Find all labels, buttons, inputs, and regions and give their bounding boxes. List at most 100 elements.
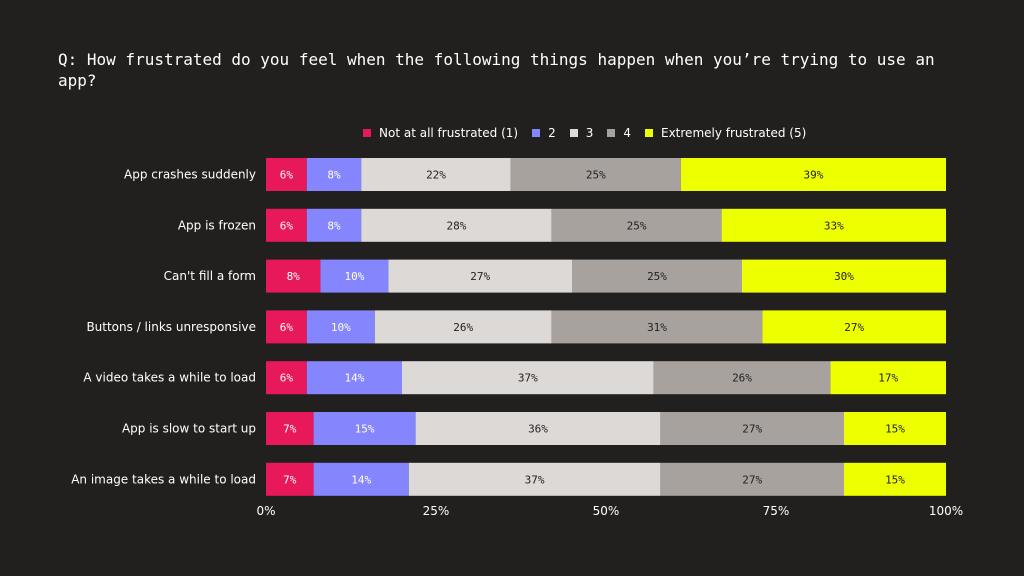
data-label: 37% — [518, 372, 538, 385]
bar-segment — [721, 208, 946, 242]
legend-label: Not at all frustrated (1) — [379, 126, 519, 140]
bar-segment — [313, 412, 416, 445]
data-label: 27% — [844, 321, 864, 334]
category-label: App crashes suddenly — [124, 168, 256, 182]
bar-segment — [388, 259, 572, 293]
legend-swatch — [645, 129, 653, 137]
bar-segment — [266, 462, 314, 496]
data-label: 7% — [283, 473, 297, 486]
legend-swatch — [569, 129, 578, 137]
data-label: 8% — [287, 270, 301, 283]
data-label: 31% — [647, 321, 667, 334]
category-label: App is slow to start up — [122, 422, 256, 436]
legend-item-3: 3 — [569, 126, 594, 140]
legend-label: 2 — [548, 126, 556, 140]
category-label: An image takes a while to load — [71, 472, 256, 486]
bar-segment — [660, 412, 844, 445]
data-label: 15% — [885, 423, 905, 436]
data-label: 33% — [824, 219, 844, 232]
bar-segment — [306, 361, 402, 395]
bar-segment — [844, 412, 946, 445]
legend-item-5: Extremely frustrated (5) — [645, 126, 806, 140]
legend-swatch — [607, 129, 616, 137]
data-label: 39% — [803, 169, 823, 182]
bar-segment — [408, 462, 661, 496]
bar-segment — [374, 310, 552, 344]
data-label: 36% — [528, 423, 548, 436]
x-tick-label: 0% — [256, 504, 275, 518]
data-label: 27% — [742, 473, 762, 486]
bar-segment — [306, 208, 362, 242]
x-tick-label: 100% — [929, 504, 963, 518]
bar-segment — [361, 158, 511, 191]
data-label: 10% — [331, 321, 351, 334]
category-label: A video takes a while to load — [83, 371, 256, 385]
legend-swatch — [363, 129, 371, 137]
data-label: 6% — [280, 219, 294, 232]
data-label: 8% — [327, 219, 341, 232]
bar-segment — [306, 158, 362, 191]
data-label: 14% — [344, 372, 364, 385]
category-label: Can't fill a form — [164, 269, 256, 283]
legend-item-1: Not at all frustrated (1) — [363, 126, 518, 140]
bar-segment — [266, 208, 307, 242]
x-tick-label: 75% — [763, 504, 790, 518]
bar-segment — [551, 208, 722, 242]
data-label: 7% — [283, 423, 297, 436]
data-label: 27% — [470, 270, 490, 283]
bar-segment — [415, 412, 661, 445]
legend-item-2: 2 — [532, 126, 556, 140]
bar-segment — [266, 310, 307, 344]
category-label: Buttons / links unresponsive — [86, 320, 256, 334]
bar-segment — [742, 259, 946, 293]
data-label: 6% — [280, 169, 294, 182]
bar-segment — [844, 462, 946, 496]
bar-segment — [572, 259, 742, 293]
chart-title: Q: How frustrated do you feel when the f… — [58, 50, 935, 90]
legend-item-4: 4 — [607, 126, 631, 140]
data-label: 15% — [355, 423, 375, 436]
data-label: 8% — [327, 169, 341, 182]
bar-segment — [313, 462, 409, 496]
legend-label: 4 — [623, 126, 631, 140]
chart-legend: Not at all frustrated (1) 2 3 4 Extremel… — [363, 126, 820, 140]
bar-segment — [402, 361, 654, 395]
data-label: 26% — [732, 372, 752, 385]
data-label: 10% — [344, 270, 364, 283]
data-label: 17% — [878, 372, 898, 385]
legend-label: 3 — [585, 126, 594, 140]
data-label: 25% — [586, 169, 606, 182]
bar-segment — [361, 208, 552, 242]
bar-segment — [266, 361, 307, 395]
bar-segment — [266, 412, 314, 445]
data-label: 14% — [351, 473, 371, 486]
data-label: 6% — [280, 372, 294, 385]
bar-segment — [510, 158, 681, 191]
bar-segment — [306, 310, 375, 344]
bar-segment — [830, 361, 946, 395]
bar-segment — [320, 259, 389, 293]
data-label: 22% — [426, 169, 446, 182]
data-label: 15% — [885, 473, 905, 486]
legend-swatch — [532, 129, 541, 137]
category-label: App is frozen — [178, 218, 256, 232]
data-label: 30% — [834, 270, 854, 283]
data-label: 6% — [280, 321, 294, 334]
x-tick-label: 50% — [593, 504, 620, 518]
data-label: 26% — [453, 321, 473, 334]
bar-segment — [266, 259, 321, 293]
data-label: 27% — [742, 423, 762, 436]
data-label: 37% — [525, 473, 545, 486]
bar-segment — [762, 310, 946, 344]
bar-segment — [660, 462, 844, 496]
bar-segment — [266, 158, 307, 191]
data-label: 25% — [627, 219, 647, 232]
x-tick-label: 25% — [423, 504, 450, 518]
bar-segment — [680, 158, 946, 191]
legend-label: Extremely frustrated (5) — [661, 126, 807, 140]
bar-segment — [551, 310, 763, 344]
data-label: 28% — [446, 219, 466, 232]
data-label: 25% — [647, 270, 667, 283]
bar-segment — [653, 361, 831, 395]
